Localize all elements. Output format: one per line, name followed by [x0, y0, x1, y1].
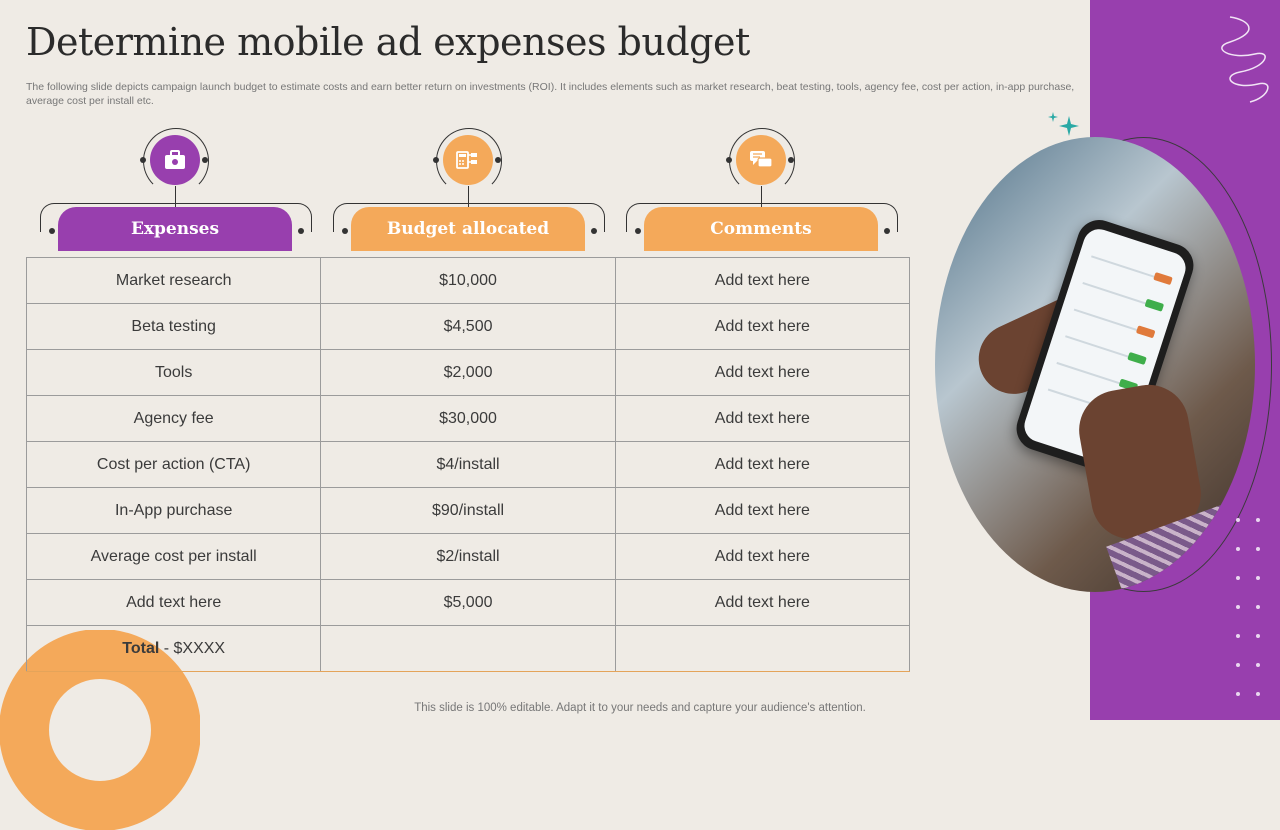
table-row: Average cost per install $2/install Add … [25, 533, 911, 580]
expense-cell: In-App purchase [25, 487, 322, 534]
footer-note: This slide is 100% editable. Adapt it to… [414, 702, 866, 714]
budget-cell: $10,000 [320, 257, 616, 304]
table-row: Add text here $5,000 Add text here [25, 579, 911, 626]
expense-cell: Tools [25, 349, 322, 396]
budget-cell: $5,000 [320, 579, 616, 626]
page-subtitle: The following slide depicts campaign lau… [26, 81, 1075, 107]
expense-cell: Beta testing [25, 303, 322, 350]
expense-cell: Agency fee [25, 395, 322, 442]
budget-cell: $2,000 [320, 349, 616, 396]
expense-cell: Average cost per install [25, 533, 322, 580]
page-title: Determine mobile ad expenses budget [26, 20, 750, 64]
comment-cell: Add text here [614, 349, 911, 396]
total-budget-cell [320, 625, 616, 672]
expense-cell: Add text here [25, 579, 322, 626]
table-row: Agency fee $30,000 Add text here [25, 395, 911, 442]
table-row: Beta testing $4,500 Add text here [25, 303, 911, 350]
budget-cell: $4/install [320, 441, 616, 488]
comments-column-header: Comments [644, 207, 878, 251]
budget-cell: $30,000 [320, 395, 616, 442]
comment-cell: Add text here [614, 303, 911, 350]
comment-cell: Add text here [614, 533, 911, 580]
budget-cell: $4,500 [320, 303, 616, 350]
squiggle-decoration [1221, 16, 1269, 103]
comment-cell: Add text here [614, 395, 911, 442]
table-row: Cost per action (CTA) $4/install Add tex… [25, 441, 911, 488]
total-comment-cell [614, 625, 911, 672]
sparkle-icon [1048, 112, 1079, 136]
total-cell: Total - $XXXX [25, 625, 322, 672]
phone-photo [935, 137, 1255, 592]
total-row: Total - $XXXX [25, 625, 911, 672]
expense-cell: Cost per action (CTA) [25, 441, 322, 488]
calculator-chart-icon [443, 135, 493, 185]
table-row: In-App purchase $90/install Add text her… [25, 487, 911, 534]
total-label: Total [122, 639, 160, 657]
chat-bubbles-icon [736, 135, 786, 185]
expenses-column-header: Expenses [58, 207, 292, 251]
total-value: - $XXXX [159, 639, 226, 657]
budget-column-header: Budget allocated [351, 207, 585, 251]
table-row: Tools $2,000 Add text here [25, 349, 911, 396]
budget-cell: $2/install [320, 533, 616, 580]
comment-cell: Add text here [614, 579, 911, 626]
table-row: Market research $10,000 Add text here [25, 257, 911, 304]
expense-cell: Market research [25, 257, 322, 304]
budget-table: Market research $10,000 Add text here Be… [25, 257, 911, 672]
briefcase-dollar-icon [150, 135, 200, 185]
comment-cell: Add text here [614, 487, 911, 534]
comment-cell: Add text here [614, 441, 911, 488]
comment-cell: Add text here [614, 257, 911, 304]
budget-cell: $90/install [320, 487, 616, 534]
